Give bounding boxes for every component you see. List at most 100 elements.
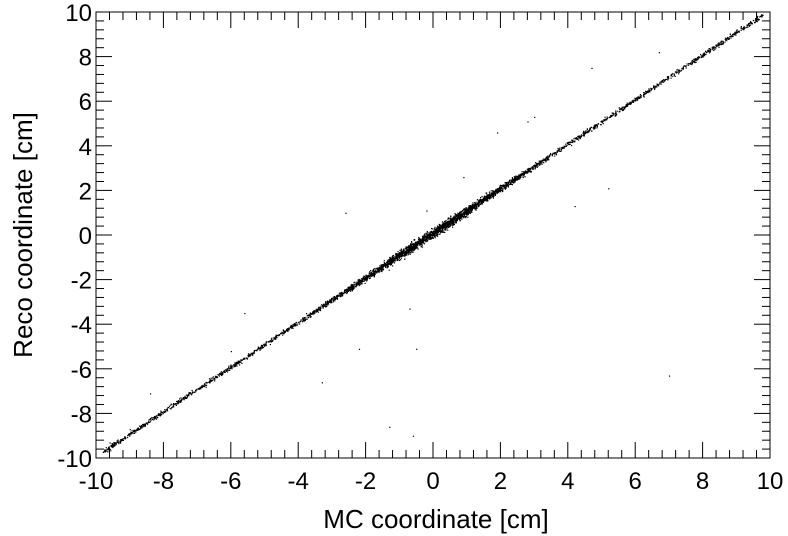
scatter-point [453,218,455,220]
scatter-point [693,58,695,60]
scatter-point [580,134,582,136]
scatter-point [648,88,650,90]
scatter-point [437,226,439,228]
scatter-point [392,265,394,267]
scatter-point [414,242,416,244]
scatter-point [521,174,523,176]
scatter-point [564,146,566,148]
scatter-point [504,184,506,186]
scatter-point [334,299,336,301]
scatter-point [405,246,407,248]
scatter-point [463,209,465,211]
scatter-point [230,351,232,353]
scatter-point [361,279,364,281]
scatter-point [420,240,422,242]
scatter-point [425,239,427,241]
scatter-point [453,216,455,218]
scatter-point [108,446,110,448]
scatter-point [648,89,650,91]
scatter-point [337,294,339,296]
scatter-point [180,399,182,401]
scatter-point [499,189,501,191]
x-tick-label: -8 [153,468,174,495]
scatter-point [461,217,463,219]
scatter-points [102,14,764,453]
scatter-point [741,28,743,30]
scatter-point [176,400,178,403]
scatter-point [155,417,157,419]
scatter-point [421,237,423,239]
scatter-point [393,254,395,257]
scatter-point [750,22,752,24]
scatter-point [142,425,144,428]
scatter-point [657,84,659,86]
scatter-point [212,377,214,379]
scatter-point [369,276,371,279]
scatter-point [334,297,336,299]
scatter-point [287,330,289,332]
scatter-point [338,295,340,297]
scatter-point [534,116,536,118]
scatter-point [492,194,494,196]
scatter-point [361,278,363,280]
scatter-point [461,214,463,216]
scatter-point [602,121,604,123]
scatter-point [154,415,156,417]
scatter-point [720,41,722,43]
scatter-point [522,176,524,178]
scatter-point [455,218,457,220]
scatter-point [431,234,433,236]
scatter-point [436,231,438,233]
scatter-point [683,65,685,67]
scatter-point [476,199,478,201]
scatter-point [509,183,511,185]
scatter-point [377,268,380,270]
scatter-point [511,182,513,184]
scatter-point [370,270,372,272]
scatter-point [444,220,446,223]
scatter-point [366,278,368,280]
scatter-point [540,161,543,163]
scatter-point [514,176,516,178]
scatter-point [639,93,642,96]
scatter-point [265,342,267,344]
scatter-point [148,422,150,424]
scatter-point [271,337,273,339]
scatter-point [110,445,112,447]
scatter-point [244,313,246,315]
scatter-point [177,401,179,403]
scatter-point [280,332,282,335]
scatter-point [675,72,678,74]
scatter-point [205,386,207,388]
scatter-point [709,48,711,50]
scatter-point [386,264,388,266]
scatter-point [248,354,250,356]
scatter-point [483,197,485,200]
scatter-point [511,180,513,182]
scatter-point [247,353,250,355]
scatter-point [653,85,655,87]
scatter-point [603,119,605,121]
scatter-point [271,340,274,342]
scatter-point [551,155,553,157]
scatter-point [448,224,450,226]
scatter-point [508,185,510,187]
scatter-point [144,423,146,425]
scatter-point [107,451,109,453]
scatter-point [209,382,211,384]
scatter-point [715,44,717,46]
scatter-point [468,207,470,209]
scatter-point [518,176,520,178]
scatter-point [319,308,321,310]
scatter-point [490,197,492,199]
scatter-point [495,188,497,190]
scatter-point [150,419,152,421]
scatter-point [114,443,116,445]
scatter-point [510,179,512,181]
scatter-point [580,136,583,138]
scatter-point [383,265,385,267]
scatter-point [431,228,433,230]
scatter-point [195,391,197,393]
scatter-point [502,190,504,193]
scatter-point [421,246,424,248]
